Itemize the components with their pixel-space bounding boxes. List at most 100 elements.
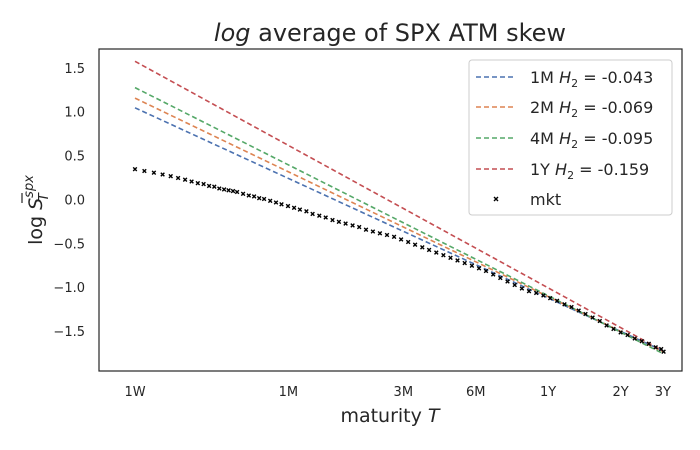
mkt-point — [547, 295, 553, 301]
mkt-point — [356, 224, 362, 230]
mkt-point — [226, 188, 231, 193]
mkt-point — [604, 323, 609, 328]
y-tick-label: −0.5 — [53, 237, 85, 252]
chart-title-rest: average of SPX ATM skew — [251, 19, 567, 47]
fit-lines-layer — [134, 60, 664, 355]
mkt-point — [448, 255, 453, 261]
mkt-point — [639, 338, 645, 344]
mkt-point — [398, 237, 404, 242]
mkt-point — [317, 213, 322, 218]
mkt-point — [195, 180, 201, 186]
y-tick-label: −1.0 — [53, 281, 85, 296]
mkt-point — [412, 242, 418, 247]
x-axis-label: maturity T — [340, 405, 440, 427]
y-axis-label-sup: spx — [22, 175, 37, 198]
mkt-point — [498, 275, 503, 281]
ticks-layer: 1W 1M 3M 6M 1Y 2Y 3Y 1.5 1.0 0.5 0.0 −0.5 −1.0 −1.5 — [53, 62, 671, 400]
x-tick-label: 6M — [466, 385, 486, 400]
x-tick-label: 2Y — [612, 385, 628, 400]
mkt-point — [201, 181, 206, 187]
mkt-point — [273, 200, 279, 205]
mkt-point — [217, 186, 222, 191]
mkt-point — [505, 279, 510, 284]
mkt-point — [434, 250, 439, 255]
mkt-point — [343, 221, 348, 226]
mkt-point — [405, 239, 411, 245]
mkt-point — [611, 326, 616, 332]
legend-label-4m: 4M H2 = -0.095 — [530, 129, 653, 151]
x-axis-label-var: T — [428, 405, 441, 427]
mkt-point — [377, 231, 383, 236]
mkt-point — [246, 193, 252, 198]
x-tick-label: 1W — [124, 385, 145, 400]
mkt-point — [576, 308, 581, 313]
mkt-point — [363, 227, 369, 232]
mkt-point — [267, 198, 273, 204]
mkt-point — [350, 223, 355, 228]
mkt-point — [168, 173, 173, 179]
mkt-point — [291, 205, 297, 211]
mkt-point — [426, 247, 432, 253]
mkt-point — [533, 290, 539, 296]
legend-label-mkt: mkt — [530, 190, 561, 209]
mkt-point — [336, 219, 342, 225]
mkt-point — [279, 202, 284, 207]
legend-swatch-mkt — [493, 196, 499, 202]
mkt-point — [554, 298, 560, 304]
mkt-point — [420, 245, 425, 250]
mkt-point — [646, 341, 652, 347]
mkt-point — [569, 304, 574, 310]
legend-label-1y: 1Y H2 = -0.159 — [530, 160, 649, 182]
mkt-point — [512, 282, 517, 288]
mkt-point — [476, 266, 482, 271]
series-line-1y — [134, 60, 664, 352]
legend-box — [468, 59, 673, 216]
mkt-point — [212, 184, 217, 189]
y-axis-label-var: S — [25, 198, 47, 210]
mkt-point — [562, 302, 567, 307]
legend-label-2m: 2M H2 = -0.069 — [530, 98, 653, 120]
mkt-point — [330, 217, 335, 223]
mkt-point — [240, 191, 246, 197]
chart-title-prefix: log — [214, 19, 251, 47]
mkt-point — [661, 349, 666, 354]
mkt-point — [519, 286, 525, 291]
mkt-scatter-layer — [132, 166, 666, 354]
mkt-point — [455, 258, 460, 263]
y-tick-label: 0.0 — [64, 193, 85, 208]
mkt-point — [462, 260, 467, 266]
y-tick-label: 1.0 — [64, 106, 85, 121]
mkt-point — [526, 288, 532, 294]
mkt-point — [618, 330, 623, 335]
mkt-point — [391, 234, 397, 240]
legend: 1M H2 = -0.043 2M H2 = -0.069 4M H2 = -0.0… — [468, 59, 673, 216]
mkt-point — [160, 172, 165, 177]
mkt-point — [632, 336, 637, 341]
mkt-point — [590, 315, 595, 320]
x-tick-label: 3Y — [655, 385, 671, 400]
y-tick-label: 0.5 — [64, 150, 85, 165]
x-axis-label-text: maturity — [340, 405, 427, 427]
mkt-point — [541, 293, 546, 298]
mkt-point — [469, 263, 475, 268]
mkt-point — [441, 252, 446, 258]
mkt-point — [583, 311, 588, 317]
mkt-point — [261, 196, 267, 202]
legend-entries: 1M H2 = -0.043 2M H2 = -0.069 4M H2 = -0.0… — [476, 68, 653, 209]
mkt-point — [285, 203, 291, 209]
mkt-point — [151, 170, 157, 175]
mkt-point — [597, 318, 603, 324]
x-tick-label: 1Y — [540, 385, 556, 400]
y-tick-label: −1.5 — [53, 325, 85, 340]
y-axis-label-text: log — [25, 210, 47, 245]
mkt-point — [625, 332, 630, 338]
mkt-point — [310, 211, 315, 217]
mkt-point — [132, 166, 138, 172]
mkt-point — [323, 215, 328, 220]
legend-label-1m: 1M H2 = -0.043 — [530, 68, 653, 90]
mkt-point — [221, 187, 227, 192]
mkt-point — [304, 209, 309, 214]
mkt-point — [175, 175, 181, 181]
mkt-point — [370, 229, 376, 234]
